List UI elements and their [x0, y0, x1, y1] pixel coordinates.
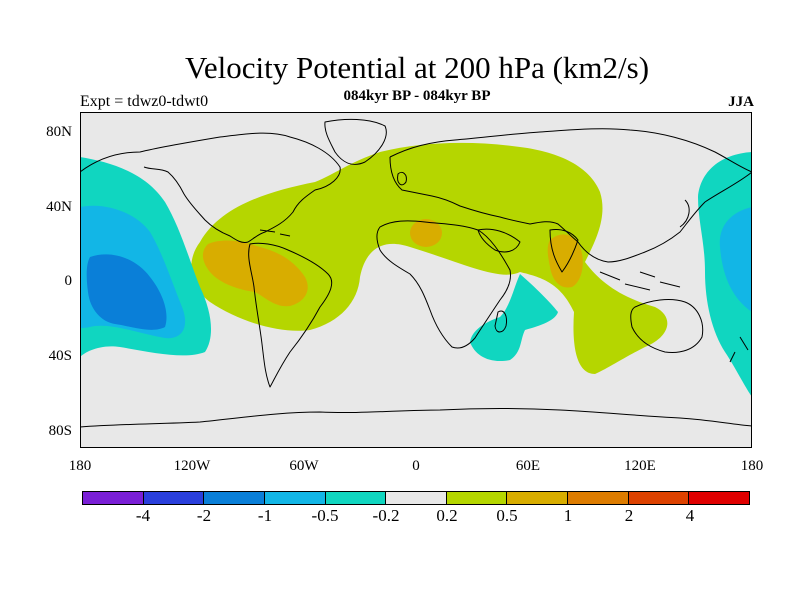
coastline-arabia [477, 228, 521, 253]
map-panel [80, 112, 752, 448]
coastline-eurasia [389, 128, 752, 263]
colorbar-label: 2 [624, 506, 634, 525]
positive-region-atlantic-indian [191, 142, 668, 374]
y-tick-label: 40S [48, 348, 72, 364]
colorbar-swatch [507, 492, 569, 504]
coastline-caribbean [259, 229, 291, 237]
coastline-africa [376, 220, 511, 349]
colorbar-swatch [689, 492, 750, 504]
coastline-india [549, 229, 579, 273]
colorbar-swatch [204, 492, 265, 504]
colorbar-swatch [446, 492, 508, 504]
coastline-madagascar [494, 310, 507, 333]
colorbar-label: 1 [563, 506, 573, 525]
experiment-label: Expt = tdwz0-tdwt0 [80, 93, 209, 110]
x-tick-label: 120E [624, 458, 656, 474]
colorbar-label: 0.2 [436, 506, 458, 525]
negative-region-madagascar [470, 274, 558, 362]
chart-subtitle: 084kyr BP - 084kyr BP [343, 88, 491, 104]
y-tick-label: 0 [64, 273, 73, 289]
positive-region-india [547, 234, 583, 288]
colorbar-swatch [264, 492, 326, 504]
x-tick-label: 180 [68, 458, 92, 474]
map-svg [80, 112, 752, 448]
x-tick-label: 60E [515, 458, 541, 474]
colorbar-swatch [568, 492, 629, 504]
colorbar-swatch [628, 492, 690, 504]
colorbar-label: -4 [135, 506, 151, 525]
x-tick-label: 180 [740, 458, 764, 474]
colorbar-swatch [325, 492, 387, 504]
colorbar-label: 0.5 [496, 506, 518, 525]
negative-region-west-pacific-inner [719, 207, 752, 312]
colorbar-label: -1 [257, 506, 273, 525]
x-tick-label: 0 [412, 458, 420, 474]
x-tick-label: 60W [289, 458, 319, 474]
colorbar-label: -0.5 [311, 506, 339, 525]
colorbar-swatch [143, 492, 205, 504]
colorbar-swatch [386, 492, 447, 504]
coastline-south-america [248, 242, 333, 388]
y-tick-label: 80N [46, 124, 72, 140]
colorbar [82, 491, 750, 505]
colorbar-swatch [83, 492, 144, 504]
map-frame [80, 112, 752, 448]
colorbar-label: 4 [685, 506, 695, 525]
positive-region-north-africa [410, 219, 442, 247]
y-tick-label: 80S [48, 423, 72, 439]
coastline-japan [679, 199, 690, 228]
coastline-antarctica [80, 408, 752, 428]
coastline-uk [397, 171, 407, 186]
coastline-australia [630, 299, 704, 353]
coastline-indonesia [599, 271, 681, 291]
chart-title: Velocity Potential at 200 hPa (km2/s) [184, 50, 650, 85]
coastlines [80, 118, 752, 428]
coastline-north-america [80, 132, 341, 243]
season-label: JJA [728, 94, 754, 110]
colorbar-label: -0.2 [372, 506, 400, 525]
y-tick-label: 40N [46, 199, 72, 215]
coastline-new-zealand [729, 336, 749, 363]
negative-region-east-pacific-core [86, 254, 167, 330]
coastline-greenland [324, 118, 387, 165]
x-tick-label: 120W [173, 458, 211, 474]
colorbar-label: -2 [196, 506, 212, 525]
positive-region-amazon [202, 240, 308, 307]
